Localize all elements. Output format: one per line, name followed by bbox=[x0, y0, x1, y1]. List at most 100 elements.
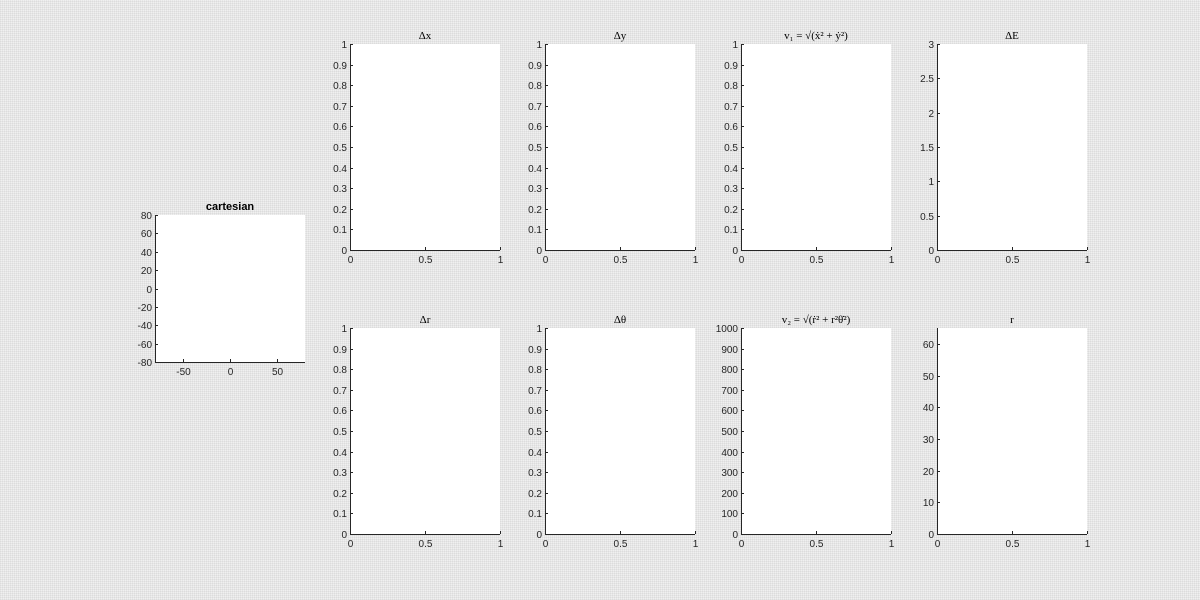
y-tick-label: 0.6 bbox=[528, 122, 542, 133]
y-tick-label: 800 bbox=[721, 365, 738, 376]
x-tick-label: 0 bbox=[348, 539, 354, 550]
x-tick-label: 1 bbox=[498, 539, 504, 550]
y-tick-label: -20 bbox=[138, 303, 153, 314]
y-tick-label: 0.5 bbox=[333, 427, 347, 438]
y-tick-label: 20 bbox=[141, 266, 153, 277]
y-tick-label: 0.8 bbox=[333, 365, 347, 376]
chart-delta-e: 0 0.5 1 1.5 2 2.5 3 0 0.5 1 ΔE bbox=[920, 30, 1091, 266]
y-tick-label: 0.5 bbox=[528, 427, 542, 438]
chart-title: Δx bbox=[419, 30, 432, 42]
y-tick-label: 0.2 bbox=[333, 205, 347, 216]
y-tick-label: 0.5 bbox=[724, 143, 738, 154]
x-tick-label: 0 bbox=[228, 367, 234, 378]
y-tick-label: 0.9 bbox=[333, 61, 347, 72]
y-tick-label: 300 bbox=[721, 468, 738, 479]
y-tick-label: 40 bbox=[923, 403, 935, 414]
plot-area-delta-theta bbox=[545, 328, 695, 534]
y-tick-label: 0.2 bbox=[528, 489, 542, 500]
y-tick-label: 1 bbox=[341, 40, 347, 51]
y-tick-label: 1000 bbox=[716, 324, 739, 335]
y-tick-label: 0.2 bbox=[333, 489, 347, 500]
y-tick-label: 1 bbox=[536, 324, 542, 335]
y-tick-label: 0.1 bbox=[528, 225, 542, 236]
x-tick-label: 0 bbox=[739, 539, 745, 550]
y-tick-label: 1.5 bbox=[920, 143, 934, 154]
plot-area-cartesian bbox=[155, 215, 305, 362]
plot-area-v2 bbox=[741, 328, 891, 534]
chart-delta-theta: 0 0.1 0.2 0.3 0.4 0.5 0.6 0.7 0.8 0.9 1 0 0.5 1 Δθ bbox=[528, 314, 699, 550]
y-tick-label: 2 bbox=[928, 109, 934, 120]
y-tick-label: 0.9 bbox=[528, 345, 542, 356]
chart-delta-y: 0 0.1 0.2 0.3 0.4 0.5 0.6 0.7 0.8 0.9 1 0 0.5 1 Δy bbox=[528, 30, 699, 266]
y-tick-label: -40 bbox=[138, 321, 153, 332]
y-tick-label: 200 bbox=[721, 489, 738, 500]
y-tick-label: 3 bbox=[928, 40, 934, 51]
chart-title: cartesian bbox=[206, 201, 255, 213]
y-tick-label: 0 bbox=[732, 530, 738, 541]
y-tick-label: 1 bbox=[928, 177, 934, 188]
x-tick-label: 0.5 bbox=[1006, 539, 1020, 550]
y-tick-label: 0.9 bbox=[724, 61, 738, 72]
y-tick-label: 0.4 bbox=[333, 448, 347, 459]
y-tick-label: 0 bbox=[341, 246, 347, 257]
y-tick-label: 0.1 bbox=[724, 225, 738, 236]
x-tick-label: 0 bbox=[348, 255, 354, 266]
y-tick-label: 0.8 bbox=[333, 81, 347, 92]
y-tick-label: -80 bbox=[138, 358, 153, 369]
y-tick-label: 2.5 bbox=[920, 74, 934, 85]
y-tick-label: 20 bbox=[923, 467, 935, 478]
chart-v2: 0 100 200 300 400 500 600 700 800 900 1000 0 0.5 1 v₂ … bbox=[716, 314, 895, 550]
x-tick-label: 0.5 bbox=[419, 255, 433, 266]
y-tick-label: 400 bbox=[721, 448, 738, 459]
y-tick-label: 0.3 bbox=[333, 184, 347, 195]
y-tick-label: 0.7 bbox=[333, 386, 347, 397]
x-tick-label: 0.5 bbox=[614, 255, 628, 266]
x-tick-label: 0.5 bbox=[419, 539, 433, 550]
chart-title: r bbox=[1010, 314, 1014, 326]
y-tick-label: 0.3 bbox=[724, 184, 738, 195]
chart-title: v₁ = √(ẋ² + ẏ²) bbox=[784, 30, 848, 42]
y-tick-label: 0.9 bbox=[333, 345, 347, 356]
y-tick-label: 100 bbox=[721, 509, 738, 520]
y-tick-label: 0.6 bbox=[333, 122, 347, 133]
y-tick-label: 0 bbox=[536, 246, 542, 257]
y-tick-label: 0.7 bbox=[724, 102, 738, 113]
plot-area-delta-y bbox=[545, 44, 695, 250]
chart-title: v₂ = √(ṙ² + r²θ̇²) bbox=[782, 314, 851, 326]
y-tick-label: 0 bbox=[341, 530, 347, 541]
x-tick-label: 1 bbox=[693, 539, 699, 550]
y-tick-label: 1 bbox=[341, 324, 347, 335]
x-tick-label: 0 bbox=[739, 255, 745, 266]
y-tick-label: 60 bbox=[923, 340, 935, 351]
y-tick-label: 0 bbox=[536, 530, 542, 541]
y-tick-label: 600 bbox=[721, 406, 738, 417]
y-tick-label: 700 bbox=[721, 386, 738, 397]
y-tick-label: 0.8 bbox=[724, 81, 738, 92]
chart-cartesian: -80 -60 -40 -20 0 20 40 60 80 -50 0 50 cartesian bbox=[138, 201, 305, 378]
x-tick-label: 0 bbox=[543, 539, 549, 550]
y-tick-label: 0.2 bbox=[724, 205, 738, 216]
chart-title: Δr bbox=[420, 314, 431, 326]
y-tick-label: 0.5 bbox=[920, 212, 934, 223]
x-tick-label: 1 bbox=[1085, 255, 1091, 266]
y-tick-label: 0.4 bbox=[724, 164, 738, 175]
y-tick-label: 0.4 bbox=[333, 164, 347, 175]
x-tick-label: 0.5 bbox=[1006, 255, 1020, 266]
y-tick-label: 0 bbox=[928, 530, 934, 541]
y-tick-label: 0.6 bbox=[528, 406, 542, 417]
y-tick-label: 40 bbox=[141, 248, 153, 259]
y-tick-label: 0 bbox=[928, 246, 934, 257]
x-tick-label: 0.5 bbox=[810, 539, 824, 550]
y-tick-label: 0.3 bbox=[333, 468, 347, 479]
y-tick-label: 30 bbox=[923, 435, 935, 446]
y-tick-label: 0.7 bbox=[528, 102, 542, 113]
y-tick-label: 60 bbox=[141, 229, 153, 240]
x-tick-label: 1 bbox=[889, 539, 895, 550]
y-tick-label: 0.3 bbox=[528, 468, 542, 479]
x-tick-label: 0.5 bbox=[614, 539, 628, 550]
y-tick-label: 0.5 bbox=[528, 143, 542, 154]
x-tick-label: 0 bbox=[935, 539, 941, 550]
y-tick-label: 0.6 bbox=[724, 122, 738, 133]
y-tick-label: 0.4 bbox=[528, 448, 542, 459]
